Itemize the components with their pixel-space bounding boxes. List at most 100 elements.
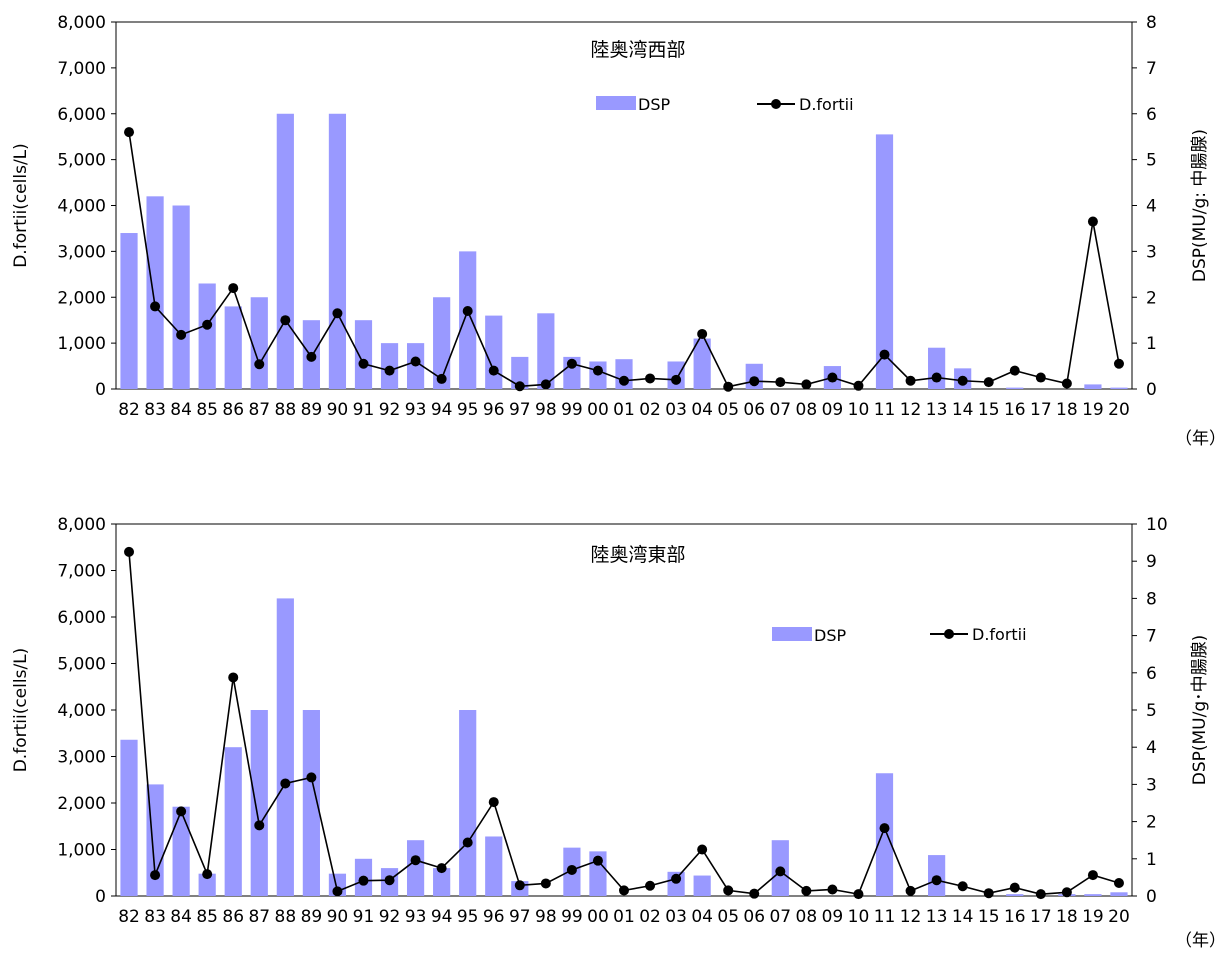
dsp-bars-west [120, 113, 1128, 389]
dsp-bar [459, 710, 477, 896]
dfortii-point [540, 878, 551, 889]
dfortii-point [384, 365, 395, 376]
dsp-bar [172, 806, 190, 896]
x-tick-label: 15 [978, 907, 1000, 927]
dfortii-point [332, 886, 343, 897]
dsp-bar [250, 710, 268, 896]
dfortii-point [1035, 372, 1046, 383]
dsp-bar [120, 739, 138, 896]
dfortii-point [254, 820, 265, 831]
dfortii-point [436, 863, 447, 874]
x-tick-label: 95 [457, 907, 479, 927]
dfortii-point [619, 885, 629, 896]
dfortii-point [150, 301, 161, 312]
dfortii-point [124, 546, 135, 557]
left-tick-label: 0 [95, 380, 106, 400]
dfortii-point [697, 844, 708, 855]
right-tick-label: 8 [1146, 13, 1157, 33]
dfortii-point [983, 377, 994, 388]
dfortii-point [228, 283, 239, 294]
right-tick-label: 3 [1146, 242, 1157, 262]
x-tick-label: 89 [301, 907, 323, 927]
dfortii-point [254, 359, 265, 370]
left-tick-label: 3,000 [57, 242, 106, 262]
dfortii-line-east [124, 546, 1124, 900]
left-tick-label: 5,000 [57, 151, 106, 171]
dfortii-point [1113, 358, 1124, 369]
x-tick-label: 92 [379, 907, 401, 927]
dfortii-point [540, 379, 551, 390]
dsp-bar [198, 873, 216, 896]
dfortii-point [957, 375, 968, 386]
right-axis-ticks-east: 0 1 2 3 4 5 6 7 8 9 10 [1132, 515, 1168, 907]
right-tick-label: 0 [1146, 887, 1157, 907]
left-tick-label: 1,000 [57, 841, 106, 861]
dfortii-point [592, 365, 603, 376]
dfortii-point [957, 881, 968, 892]
x-tick-label: 84 [170, 907, 192, 927]
x-tick-label: 04 [691, 400, 713, 420]
x-tick-label: 85 [196, 400, 218, 420]
x-tick-label: 09 [822, 907, 844, 927]
legend-dfortii-marker [944, 629, 954, 639]
dfortii-point [775, 866, 786, 877]
chart-west: 0 1,000 2,000 3,000 4,000 5,000 6,000 7,000 8,00… [11, 13, 1222, 449]
x-tick-label: 97 [509, 907, 531, 927]
dsp-bar [406, 840, 425, 896]
dfortii-point [514, 880, 525, 891]
dsp-bar [459, 251, 477, 389]
dfortii-point [280, 315, 291, 326]
x-tick-label: 00 [587, 907, 609, 927]
chart-east: 0 1,000 2,000 3,000 4,000 5,000 6,000 7,000 8,00… [11, 515, 1222, 951]
dfortii-point [723, 885, 734, 896]
dsp-bar [1006, 387, 1024, 389]
legend-west: DSP D.fortii [596, 95, 854, 114]
dfortii-point [228, 672, 239, 683]
x-tick-label: 04 [691, 907, 713, 927]
dfortii-point [1061, 887, 1072, 898]
x-tick-label: 17 [1030, 400, 1052, 420]
right-tick-label: 0 [1146, 380, 1157, 400]
right-tick-label: 5 [1146, 701, 1157, 721]
dsp-bar [250, 297, 268, 389]
right-tick-label: 2 [1146, 813, 1157, 833]
dfortii-point [566, 864, 577, 875]
x-tick-label: 15 [978, 400, 1000, 420]
dsp-bar [693, 338, 711, 389]
x-tick-label: 20 [1108, 907, 1130, 927]
dfortii-point [202, 319, 213, 330]
x-tick-label: 11 [874, 400, 896, 420]
x-tick-label: 84 [170, 400, 192, 420]
dsp-bar [485, 836, 503, 896]
dsp-bar [224, 747, 242, 896]
x-tick-label: 10 [848, 400, 870, 420]
right-tick-label: 5 [1146, 151, 1157, 171]
dfortii-point [905, 885, 916, 896]
x-tick-label: 16 [1004, 907, 1026, 927]
dfortii-point [488, 365, 499, 376]
dsp-bar [537, 313, 555, 389]
x-tick-label: 05 [717, 400, 739, 420]
x-tick-label: 91 [353, 907, 375, 927]
dfortii-point [410, 356, 421, 367]
right-tick-label: 7 [1146, 59, 1157, 79]
dsp-bar [693, 875, 711, 896]
right-tick-label: 6 [1146, 664, 1157, 684]
dfortii-point [358, 358, 369, 369]
right-tick-label: 10 [1146, 515, 1168, 535]
left-tick-label: 8,000 [57, 515, 106, 535]
x-axis-unit-west: （年） [1175, 429, 1222, 449]
dfortii-point [853, 380, 864, 391]
dfortii-point [645, 373, 656, 384]
x-tick-label: 98 [535, 400, 557, 420]
left-tick-label: 2,000 [57, 288, 106, 308]
x-tick-label: 97 [509, 400, 531, 420]
dsp-bar [276, 113, 294, 389]
left-tick-label: 0 [95, 887, 106, 907]
dfortii-point [749, 376, 760, 387]
dsp-bar [1084, 894, 1102, 896]
dsp-bar [1110, 387, 1128, 389]
dsp-bar [120, 233, 138, 389]
dfortii-point [1113, 877, 1124, 888]
dsp-bar [146, 196, 164, 389]
